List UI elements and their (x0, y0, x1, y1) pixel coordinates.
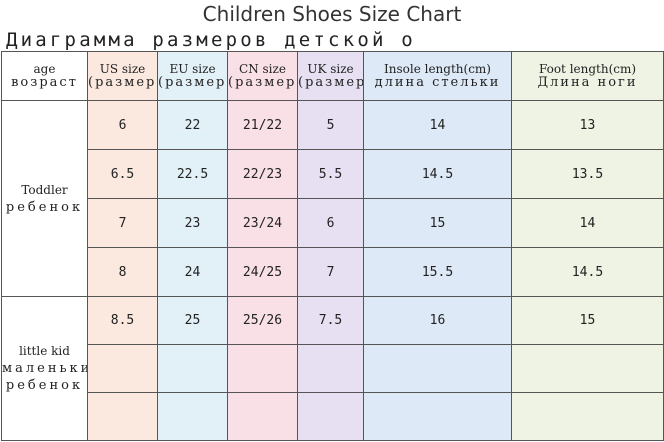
cell-uk: 5.5 (297, 149, 364, 199)
header-cn-ru: (размер) (228, 75, 298, 90)
table-row (2, 392, 664, 441)
cell-uk (297, 344, 364, 393)
header-cn-size: CN size (размер) (227, 51, 298, 101)
cell-us (87, 344, 158, 393)
header-age-en: age (33, 62, 56, 76)
table-row (2, 344, 664, 393)
header-foot-ru: Длина ноги (537, 75, 638, 90)
cell-uk: 7.5 (297, 296, 364, 345)
cell-uk (297, 392, 364, 441)
header-insole-length: Insole length(cm) длина стельки (363, 51, 512, 101)
cell-foot: 13.5 (511, 149, 664, 199)
cell-eu: 25 (157, 296, 228, 345)
table-row: little kid маленький ребенок 8.5 25 25/2… (1, 296, 664, 441)
page-subtitle: Диаграмма размеров детской о (6, 29, 416, 51)
group-toddler: Toddler ребенок (1, 100, 88, 297)
cell-foot (511, 344, 664, 393)
cell-insole: 14 (363, 100, 512, 150)
cell-us: 8 (87, 247, 158, 297)
header-insole-en: Insole length(cm) (384, 62, 491, 76)
header-us-ru: (размер) (88, 75, 158, 90)
cell-eu: 24 (157, 247, 228, 297)
cell-cn: 25/26 (227, 296, 298, 345)
cell-foot: 14 (511, 198, 664, 248)
cell-eu: 23 (157, 198, 228, 248)
group-toddler-en: Toddler (21, 182, 68, 197)
header-age-ru: возраст (11, 75, 78, 90)
cell-foot: 15 (511, 296, 664, 345)
cell-us: 7 (87, 198, 158, 248)
cell-cn: 24/25 (227, 247, 298, 297)
header-us-size: US size (размер) (87, 51, 158, 101)
header-cn-en: CN size (239, 62, 286, 76)
cell-cn: 23/24 (227, 198, 298, 248)
header-age: age возраст (1, 51, 88, 101)
cell-insole: 16 (363, 296, 512, 345)
cell-uk: 7 (297, 247, 364, 297)
cell-us: 8.5 (87, 296, 158, 345)
table-row: 6.5 22.5 22/23 5.5 14.5 13.5 (2, 149, 664, 199)
cell-insole: 15.5 (363, 247, 512, 297)
cell-uk: 6 (297, 198, 364, 248)
table-row: 7 23 23/24 6 15 14 (2, 198, 664, 248)
group-toddler-ru: ребенок (5, 199, 84, 215)
group-little-kid-ru: маленький ребенок (2, 361, 87, 393)
cell-us: 6 (87, 100, 158, 150)
cell-cn (227, 344, 298, 393)
size-chart-table: age возраст US size (размер) EU size (ра… (1, 51, 664, 441)
cell-uk: 5 (297, 100, 364, 150)
cell-foot: 13 (511, 100, 664, 150)
cell-eu (157, 392, 228, 441)
header-insole-ru: длина стельки (374, 75, 501, 90)
header-eu-en: EU size (169, 62, 216, 76)
table-row: 8 24 24/25 7 15.5 14.5 (2, 247, 664, 297)
cell-cn: 21/22 (227, 100, 298, 150)
group-little-kid-en: little kid (19, 344, 70, 358)
header-eu-size: EU size (размер) (157, 51, 228, 101)
header-uk-en: UK size (307, 62, 354, 76)
cell-cn: 22/23 (227, 149, 298, 199)
header-eu-ru: (размер) (158, 75, 228, 90)
cell-insole: 15 (363, 198, 512, 248)
group-little-kid: little kid маленький ребенок (1, 296, 88, 441)
cell-foot: 14.5 (511, 247, 664, 297)
cell-insole (363, 392, 512, 441)
header-uk-ru: (размер) (298, 75, 363, 90)
cell-insole: 14.5 (363, 149, 512, 199)
page-title: Children Shoes Size Chart (202, 2, 462, 26)
cell-us (87, 392, 158, 441)
cell-eu: 22 (157, 100, 228, 150)
header-foot-en: Foot length(cm) (538, 62, 637, 76)
header-uk-size: UK size (размер) (297, 51, 364, 101)
header-row: age возраст US size (размер) EU size (ра… (1, 51, 664, 101)
cell-cn (227, 392, 298, 441)
header-us-en: US size (99, 62, 146, 76)
cell-foot (511, 392, 664, 441)
cell-eu (157, 344, 228, 393)
header-foot-length: Foot length(cm) Длина ноги (511, 51, 664, 101)
cell-insole (363, 344, 512, 393)
table-row: Toddler ребенок 6 22 21/22 5 14 13 (1, 100, 664, 297)
cell-us: 6.5 (87, 149, 158, 199)
cell-eu: 22.5 (157, 149, 228, 199)
